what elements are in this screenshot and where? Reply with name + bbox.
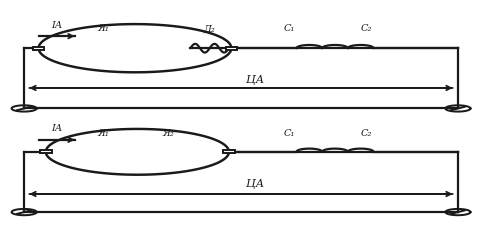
Text: ЦА: ЦА (246, 179, 265, 189)
Text: Д₂: Д₂ (204, 24, 215, 33)
Text: IА: IА (51, 21, 62, 30)
Bar (33, 47, 44, 50)
Bar (226, 47, 237, 50)
Text: Я₁: Я₁ (98, 129, 109, 138)
Text: Я₁: Я₁ (98, 24, 109, 33)
Text: IА: IА (51, 124, 62, 134)
Text: Я₂: Я₂ (163, 129, 174, 138)
Bar (223, 150, 235, 153)
Bar (40, 150, 52, 153)
Text: ЦА: ЦА (246, 74, 265, 85)
Text: C₁: C₁ (283, 24, 295, 33)
Text: C₂: C₂ (361, 129, 372, 138)
Text: C₂: C₂ (361, 24, 372, 33)
Text: C₁: C₁ (283, 129, 295, 138)
